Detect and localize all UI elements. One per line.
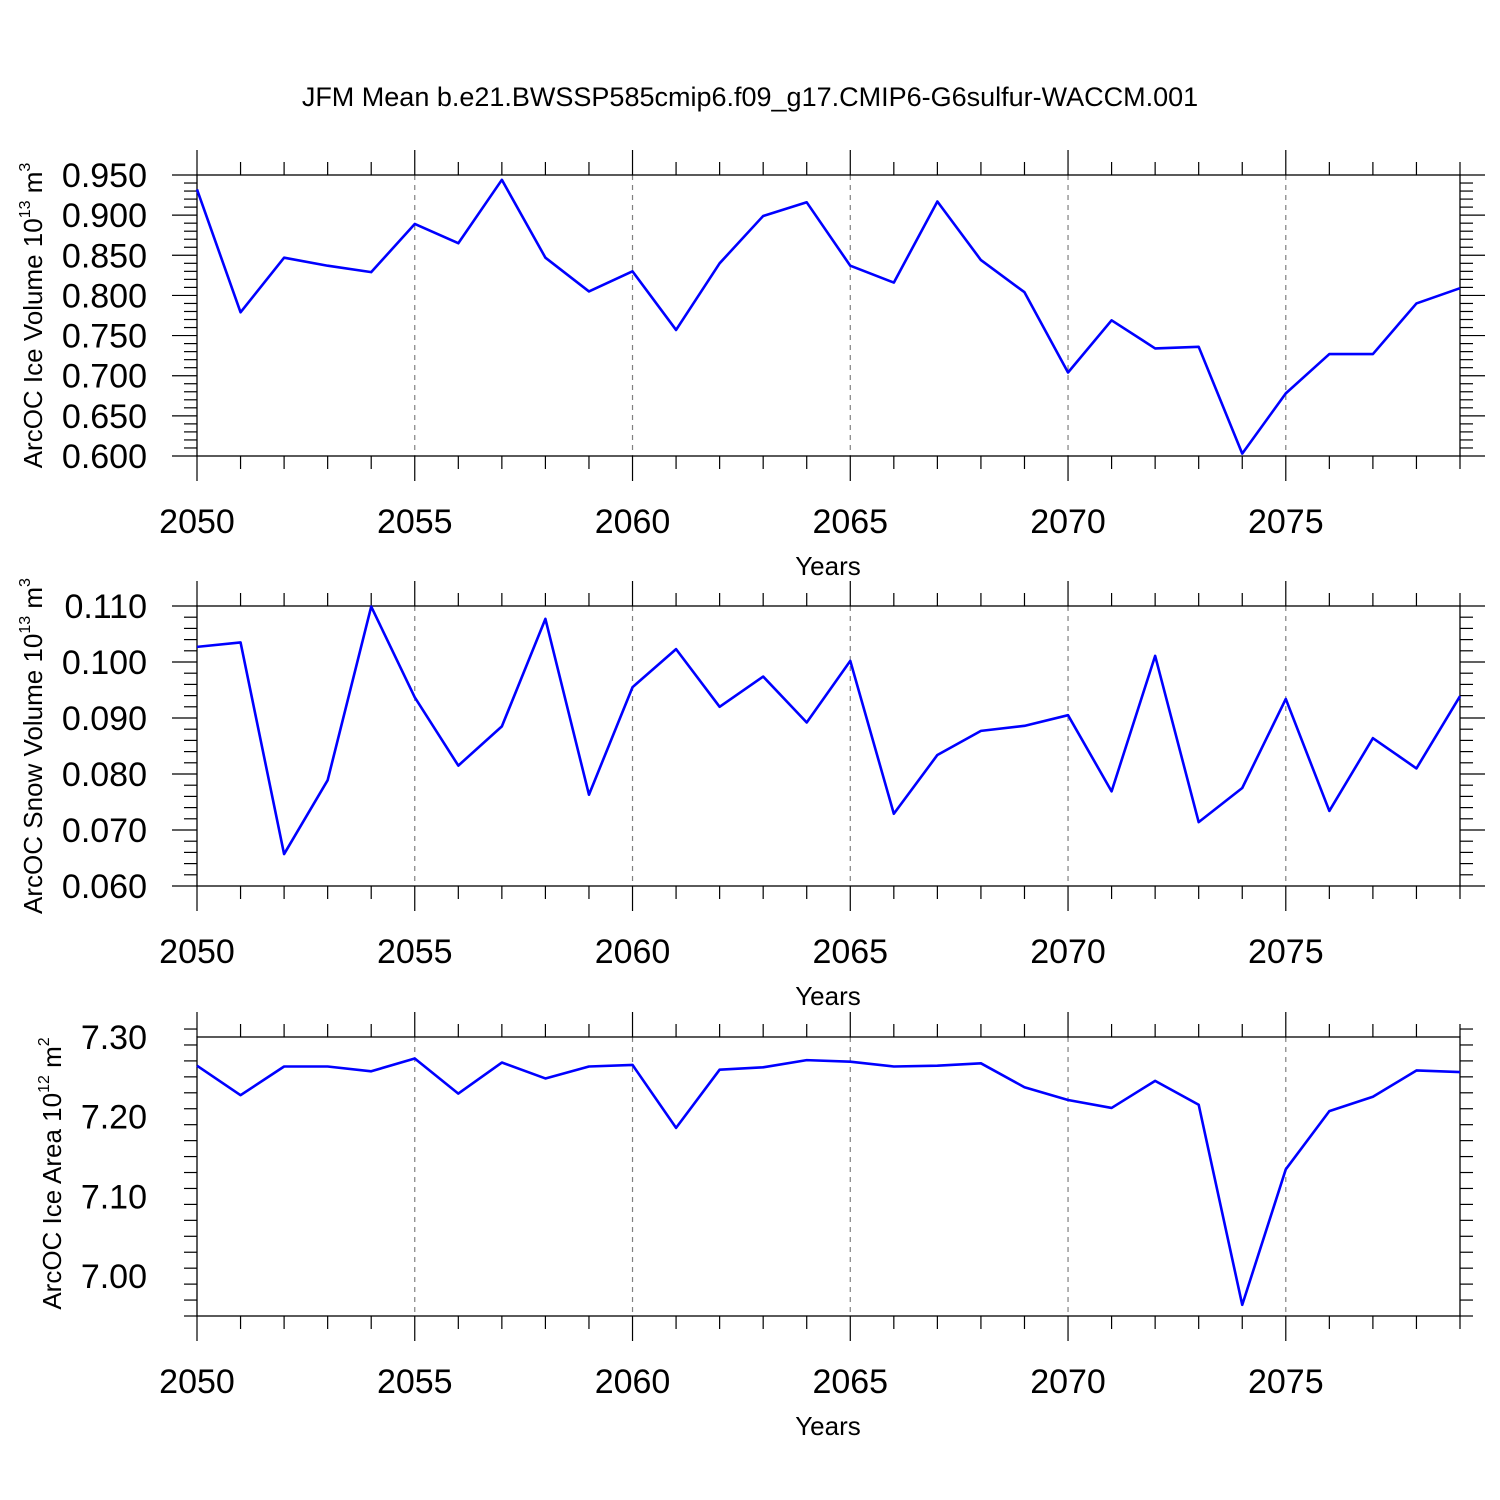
y-axis-label: ArcOC Ice Volume 1013 m3 <box>17 163 48 469</box>
x-tick-label: 2060 <box>595 503 671 541</box>
series-line-ice-volume <box>195 178 1461 455</box>
y-tick-label: 0.070 <box>62 812 147 850</box>
y-axis-label: ArcOC Snow Volume 1013 m3 <box>17 578 48 914</box>
y-tick-label: 0.900 <box>62 197 147 235</box>
x-tick-label: 2070 <box>1030 933 1106 971</box>
y-tick-label: 0.700 <box>62 358 147 396</box>
x-tick-label: 2075 <box>1248 1363 1324 1401</box>
x-tick-label: 2050 <box>159 933 235 971</box>
x-tick-label: 2060 <box>595 933 671 971</box>
plot-frame <box>196 1036 1461 1317</box>
y-tick-label: 0.060 <box>62 868 147 906</box>
x-tick-label: 2050 <box>159 503 235 541</box>
y-tick-label: 0.950 <box>62 157 147 195</box>
x-tick-label: 2050 <box>159 1363 235 1401</box>
x-tick-label: 2070 <box>1030 503 1106 541</box>
y-tick-label: 0.850 <box>62 237 147 275</box>
y-tick-label: 7.20 <box>81 1099 147 1137</box>
x-axis-label: Years <box>795 551 861 581</box>
y-tick-label: 7.00 <box>81 1258 147 1296</box>
x-axis-label: Years <box>795 1411 861 1441</box>
x-tick-label: 2055 <box>377 1363 453 1401</box>
y-axis-label: ArcOC Ice Area 1012 m2 <box>36 1037 67 1309</box>
y-tick-label: 0.800 <box>62 277 147 315</box>
x-tick-label: 2065 <box>812 1363 888 1401</box>
x-tick-label: 2065 <box>812 503 888 541</box>
y-tick-label: 7.30 <box>81 1019 147 1057</box>
series-line-ice-area <box>196 1057 1461 1307</box>
panel-snow-volume: 0.060 0.070 0.080 0.090 0.100 0.110 2050 2055 20… <box>17 578 1485 1011</box>
y-tick-label: 0.110 <box>64 588 147 626</box>
y-tick-label: 0.650 <box>62 398 147 436</box>
x-tick-label: 2055 <box>377 503 453 541</box>
y-tick-label: 0.090 <box>62 700 147 738</box>
x-tick-label: 2060 <box>595 1363 671 1401</box>
x-tick-label: 2055 <box>377 933 453 971</box>
y-tick-label: 7.10 <box>81 1178 147 1216</box>
y-tick-label: 0.100 <box>62 644 147 682</box>
y-tick-label: 0.080 <box>62 756 147 794</box>
plot-frame <box>196 174 1461 457</box>
figure-title: JFM Mean b.e21.BWSSP585cmip6.f09_g17.CMI… <box>301 82 1199 112</box>
series-line-snow-volume <box>196 605 1462 856</box>
y-tick-label: 0.600 <box>62 438 147 476</box>
x-tick-label: 2075 <box>1248 503 1324 541</box>
x-tick-label: 2070 <box>1030 1363 1106 1401</box>
panel-ice-volume: 0.6000.6500.7000.7500.8000.8500.9000.950… <box>17 150 1485 581</box>
x-axis-label: Years <box>795 981 861 1011</box>
panel-ice-area: 7.00 7.10 7.20 7.30 2050 2055 2060 2065 2070 2075… <box>36 1012 1473 1441</box>
x-tick-label: 2075 <box>1248 933 1324 971</box>
x-tick-label: 2065 <box>812 933 888 971</box>
plot-frame <box>196 605 1461 887</box>
y-tick-label: 0.750 <box>62 318 147 356</box>
